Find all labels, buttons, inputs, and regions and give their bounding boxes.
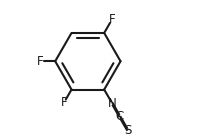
Text: C: C: [116, 110, 124, 123]
Text: F: F: [61, 96, 67, 109]
Text: F: F: [36, 55, 43, 68]
Text: S: S: [124, 124, 131, 137]
Text: F: F: [109, 13, 115, 26]
Text: N: N: [108, 97, 116, 110]
